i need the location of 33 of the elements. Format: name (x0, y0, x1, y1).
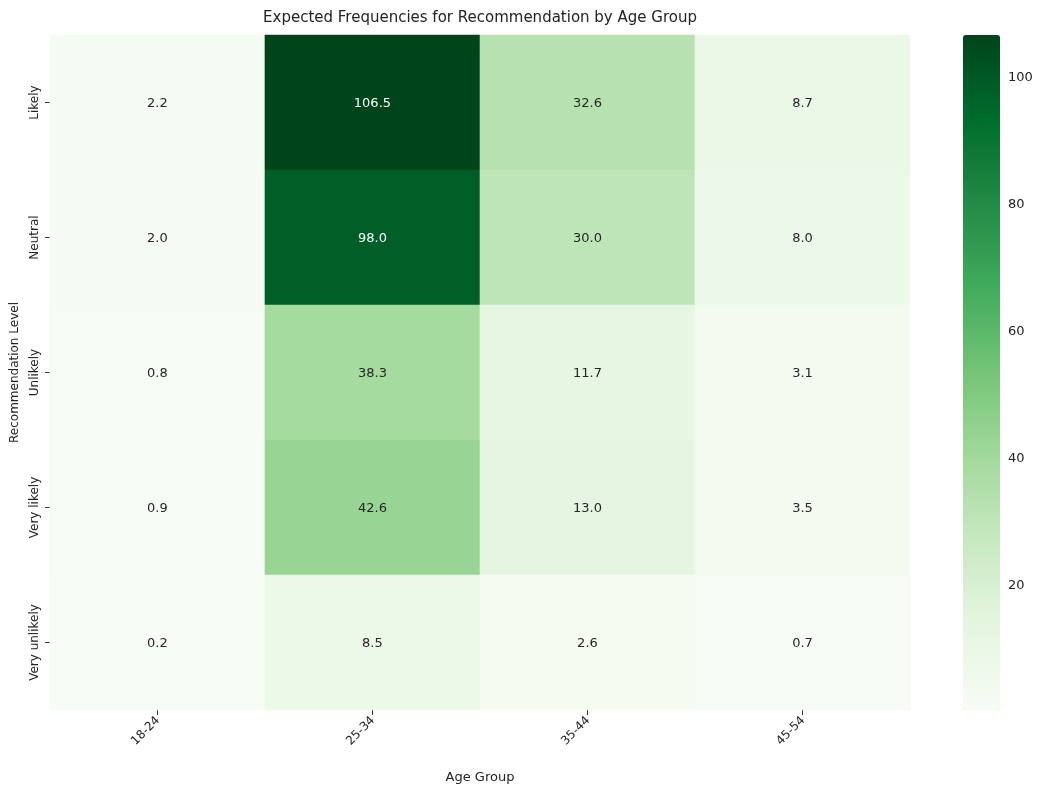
data-label: 3.5 (792, 500, 813, 515)
chart-title: Expected Frequencies for Recommendation by Age Group (263, 7, 697, 26)
data-label: 0.7 (792, 635, 813, 650)
data-label: 30.0 (572, 230, 602, 245)
data-label: 0.2 (147, 635, 168, 650)
color-bar-label: 100 (1008, 68, 1033, 84)
y-tick-label: Very unlikely (26, 604, 41, 681)
color-bar-label: 40 (1008, 449, 1025, 465)
data-label: 0.9 (147, 500, 168, 515)
data-label: 11.7 (572, 365, 602, 380)
color-bar-label: 80 (1008, 195, 1025, 211)
data-label: 98.0 (357, 230, 387, 245)
data-label: 8.5 (362, 635, 383, 650)
data-label: 3.1 (792, 365, 813, 380)
data-label: 2.0 (147, 230, 168, 245)
y-axis-title: Recommendation Level (7, 302, 21, 443)
data-label: 2.6 (577, 635, 598, 650)
data-label: 8.0 (792, 230, 813, 245)
y-tick-label: Unlikely (26, 348, 41, 397)
data-label: 42.6 (357, 500, 387, 515)
data-label: 13.0 (572, 500, 602, 515)
data-label: 0.8 (147, 365, 168, 380)
y-tick-label: Likely (26, 85, 41, 120)
y-tick-label: Neutral (26, 215, 41, 260)
data-label: 8.7 (792, 95, 813, 110)
data-label: 106.5 (353, 95, 392, 110)
x-axis-title: Age Group (445, 769, 515, 784)
y-tick-label: Very likely (26, 476, 41, 539)
data-label: 2.2 (147, 95, 168, 110)
color-bar-label: 20 (1008, 576, 1025, 592)
color-bar-label: 60 (1008, 322, 1025, 338)
data-label: 38.3 (357, 365, 387, 380)
data-label: 32.6 (572, 95, 602, 110)
